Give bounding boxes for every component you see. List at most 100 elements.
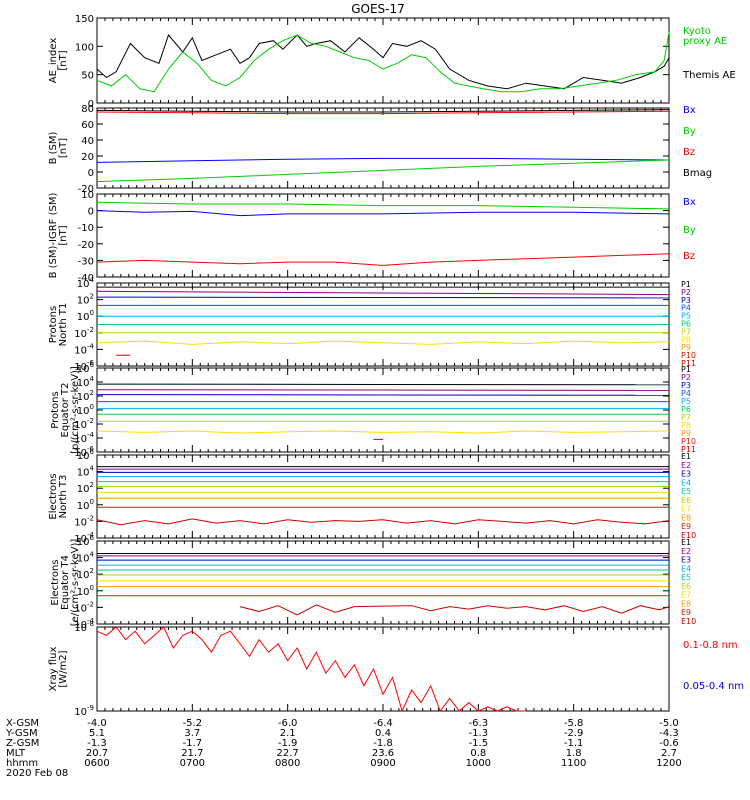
ephemeris-value: 21.7 <box>181 748 203 759</box>
ephemeris-value: -2.9 <box>564 728 584 739</box>
legend-entry: E3 <box>681 470 691 479</box>
y-axis-label: Electrons <box>50 559 61 605</box>
legend-entry: E6 <box>681 582 691 591</box>
ephemeris-value: 2.1 <box>280 728 296 739</box>
y-tick-label: 10-9 <box>74 704 94 718</box>
ephemeris-value: -5.2 <box>183 718 203 729</box>
legend-entry: By <box>683 225 696 236</box>
ephemeris-row-label: hhmm <box>6 758 38 769</box>
legend-entry: P7 <box>681 327 691 336</box>
legend-entry: Kyoto <box>683 26 711 37</box>
legend-entry: P11 <box>681 359 696 368</box>
y-axis-label: [nT] <box>58 138 69 158</box>
y-tick-label: 10 <box>81 190 94 201</box>
legend-entry: E3 <box>681 556 691 565</box>
ephemeris-row-label: Z-GSM <box>6 738 39 749</box>
legend-entry: E2 <box>681 461 691 470</box>
y-tick-label: 102 <box>77 481 94 495</box>
legend-entry: E1 <box>681 452 691 461</box>
y-tick-label: 60 <box>81 120 94 131</box>
legend-entry: P7 <box>681 413 691 422</box>
legend-entry: P10 <box>681 437 696 446</box>
y-axis-label: [nT] <box>58 50 69 70</box>
legend-entry: E10 <box>681 617 696 626</box>
legend-entry: E2 <box>681 547 691 556</box>
legend-entry: P9 <box>681 343 691 352</box>
panel-3: -40 -30 -20 -10 0 10 B (SM)-IGRF (SM) [nT] Bx By B… <box>48 190 696 284</box>
plot-title: GOES-17 <box>351 2 405 16</box>
legend-entry: P4 <box>681 304 691 313</box>
ephemeris-value: -6.0 <box>278 718 298 729</box>
legend-entry: Bz <box>683 251 695 262</box>
series-line <box>96 201 670 210</box>
y-tick-label: 106 <box>77 448 95 462</box>
ephemeris-value: 0800 <box>275 758 300 769</box>
y-axis-label: B (SM)-IGRF (SM) <box>48 193 59 279</box>
legend-entry: 0.1-0.8 nm <box>683 640 738 651</box>
series-line <box>96 33 670 90</box>
series-line <box>96 518 670 526</box>
ephemeris-value: 2.7 <box>661 748 677 759</box>
ephemeris-value: 3.7 <box>184 728 200 739</box>
y-tick-label: 50 <box>81 71 94 82</box>
ephemeris-value: 1.8 <box>566 748 582 759</box>
series-line <box>96 109 670 113</box>
ephemeris-value: -1.7 <box>183 738 203 749</box>
y-tick-label: 10-4 <box>74 342 94 356</box>
panel-frame <box>96 193 670 278</box>
y-tick-label: -20 <box>78 184 94 195</box>
legend-entry: E1 <box>681 538 691 547</box>
y-tick-label: -10 <box>78 223 94 234</box>
legend-entry: E6 <box>681 496 691 505</box>
ephemeris-value: 1100 <box>561 758 586 769</box>
ephemeris-value: 0700 <box>180 758 205 769</box>
ephemeris-value: -1.5 <box>469 738 489 749</box>
legend-entry: P8 <box>681 335 691 344</box>
panel-8: 10-9 10-8 Xray flux [W/m2] 0.1-0.8 nm 0.05-0.… <box>48 620 744 718</box>
legend-entry: P1 <box>681 280 691 289</box>
legend-entry: E5 <box>681 487 691 496</box>
y-tick-label: 10-8 <box>74 620 94 634</box>
ephemeris-value: 22.7 <box>277 748 299 759</box>
y-axis-label: Protons <box>50 391 61 428</box>
y-tick-label: 0 <box>88 168 94 179</box>
ephemeris-row-label: X-GSM <box>6 718 39 729</box>
y-tick-label: 40 <box>81 136 94 147</box>
legend-entry: P9 <box>681 429 691 438</box>
legend-entry: E8 <box>681 513 691 522</box>
series-line <box>96 253 670 266</box>
y-axis-label: North T1 <box>58 303 69 347</box>
y-tick-label: 104 <box>77 276 95 290</box>
y-axis-label: [e/(cm²-s-sr-keV)] <box>70 539 81 627</box>
ephemeris-value: 20.7 <box>86 748 108 759</box>
legend-entry: P5 <box>681 397 691 406</box>
legend-entry: P2 <box>681 288 691 297</box>
y-tick-label: 80 <box>81 104 94 115</box>
y-tick-label: -30 <box>78 256 94 267</box>
legend-entry: P8 <box>681 421 691 430</box>
ephemeris-value: 0.8 <box>470 748 486 759</box>
ephemeris-value: -1.3 <box>469 728 489 739</box>
ephemeris-value: -5.8 <box>564 718 584 729</box>
y-tick-label: 104 <box>77 465 95 479</box>
series-line <box>96 32 670 93</box>
legend-entry: E7 <box>681 591 691 600</box>
panel-frame <box>96 454 670 539</box>
y-tick-label: -20 <box>78 240 94 251</box>
legend-entry: P2 <box>681 373 691 382</box>
series-line <box>96 389 670 391</box>
y-tick-label: 20 <box>81 152 94 163</box>
ephemeris-row-label: MLT <box>6 748 26 759</box>
y-axis-label: North T3 <box>58 475 69 519</box>
panel-frame <box>96 17 670 104</box>
y-axis-label: Equator T2 <box>60 383 71 438</box>
panel-frame <box>96 107 670 189</box>
series-line <box>96 383 670 386</box>
series-line <box>239 604 670 616</box>
